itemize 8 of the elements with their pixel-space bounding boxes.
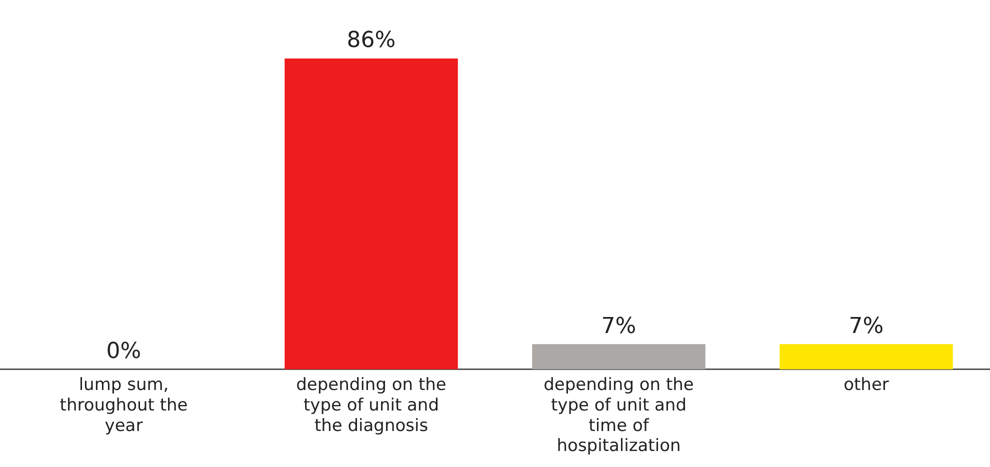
x-tick-label: other xyxy=(844,375,889,396)
data-label: 86% xyxy=(346,28,396,54)
x-tick-label: depending on the type of unit and time of hospitalization xyxy=(544,375,694,456)
data-label: 0% xyxy=(106,339,142,364)
x-tick-label: lump sum, throughout the year xyxy=(60,375,188,436)
data-label: 7% xyxy=(601,314,636,339)
x-tick-label: depending on the type of unit and the diagnosis xyxy=(296,375,446,436)
data-label: 7% xyxy=(848,314,884,339)
